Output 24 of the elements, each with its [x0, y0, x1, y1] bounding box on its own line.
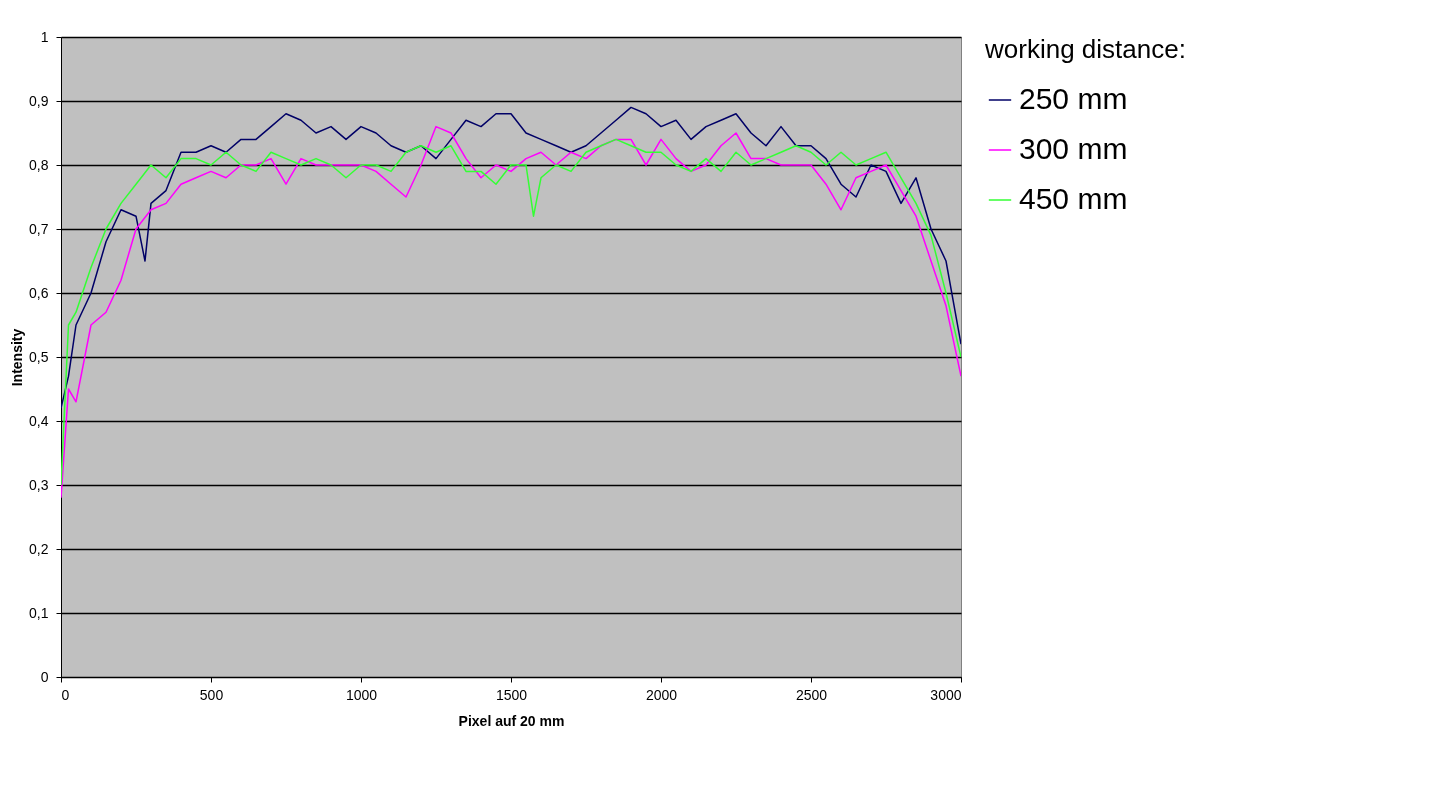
x-tick-label: 0 — [61, 686, 70, 703]
y-tick-label: 0,1 — [29, 604, 49, 621]
x-tick-label: 500 — [199, 686, 224, 703]
y-tick-label: 0 — [40, 668, 49, 685]
y-tick-label: 0,5 — [29, 348, 49, 365]
x-tick-label: 2500 — [795, 686, 828, 703]
y-tick-label: 0,2 — [29, 540, 49, 557]
y-axis-title: Intensity — [9, 328, 26, 387]
legend-title: working distance: — [984, 34, 1186, 64]
x-tick-label: 1500 — [495, 686, 528, 703]
x-axis-title: Pixel auf 20 mm — [458, 712, 565, 729]
y-tick-label: 0,6 — [29, 284, 49, 301]
legend-label: 450 mm — [1019, 182, 1128, 215]
y-tick-label: 0,8 — [29, 156, 49, 173]
x-tick-label: 2000 — [645, 686, 678, 703]
y-tick-label: 0,3 — [29, 476, 49, 493]
y-tick-label: 1 — [40, 28, 49, 45]
legend-label: 300 mm — [1019, 132, 1128, 165]
y-tick-label: 0,4 — [29, 412, 49, 429]
x-tick-label: 1000 — [345, 686, 378, 703]
legend-label: 250 mm — [1019, 82, 1128, 115]
x-tick-label: 3000 — [930, 686, 962, 703]
y-tick-label: 0,7 — [29, 220, 49, 237]
y-tick-label: 0,9 — [29, 92, 49, 109]
